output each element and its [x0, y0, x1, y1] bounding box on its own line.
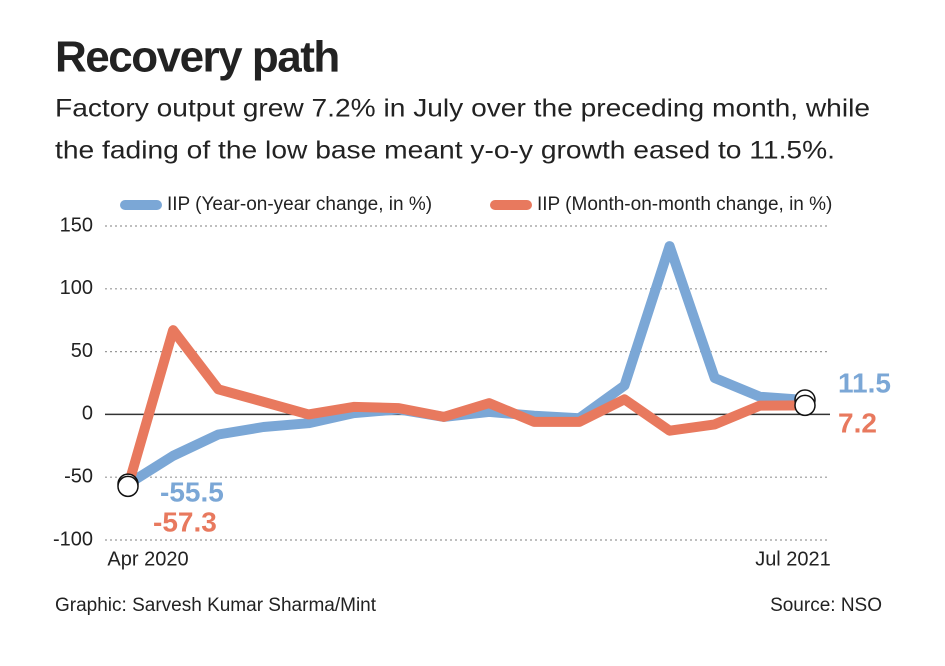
chart-title: Recovery path [55, 33, 339, 82]
series-line [123, 241, 810, 490]
value-label: -55.5 [160, 476, 224, 507]
y-tick-label: -100 [53, 528, 93, 550]
subtitle: Factory output grew 7.2% in July over th… [55, 95, 870, 123]
source: Source: NSO [770, 595, 882, 616]
y-tick-label: 50 [71, 340, 93, 362]
legend-label: IIP (Year-on-year change, in %) [167, 194, 432, 215]
value-label: 7.2 [838, 407, 877, 438]
y-tick-label: 0 [82, 403, 93, 425]
subtitle: the fading of the low base meant y-o-y g… [55, 137, 835, 165]
end-marker [794, 394, 816, 417]
end-marker [117, 475, 139, 498]
value-label: -57.3 [153, 506, 217, 537]
y-tick-label: -50 [64, 465, 93, 487]
legend-label: IIP (Month-on-month change, in %) [537, 194, 832, 215]
value-label: 11.5 [838, 367, 891, 398]
series-line [123, 325, 810, 492]
x-tick-label: Apr 2020 [107, 548, 188, 570]
y-tick-label: 100 [60, 277, 93, 299]
y-tick-label: 150 [60, 214, 93, 236]
credit: Graphic: Sarvesh Kumar Sharma/Mint [55, 595, 377, 616]
x-tick-label: Jul 2021 [755, 548, 831, 570]
